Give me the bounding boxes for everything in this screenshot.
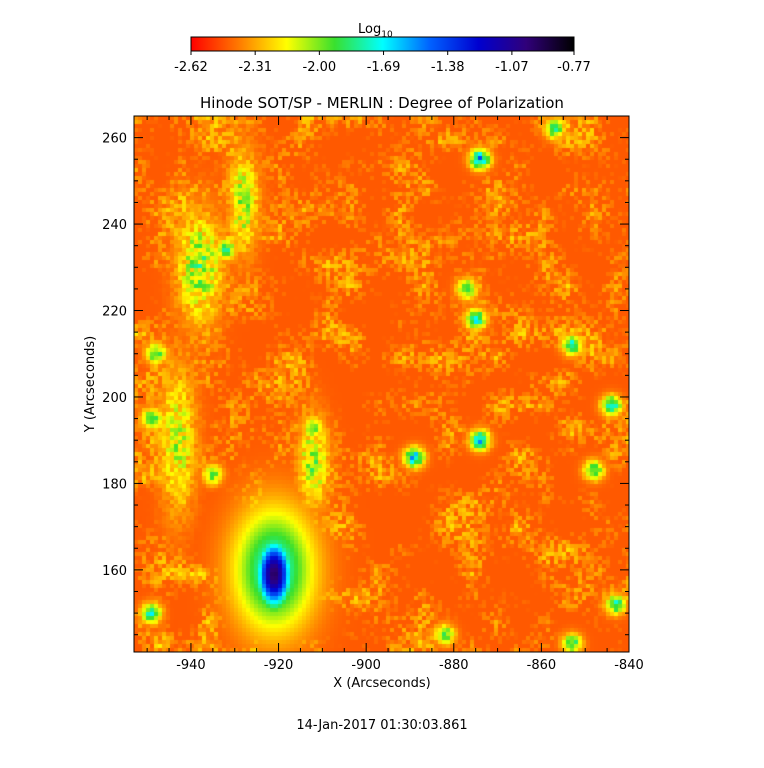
x-tick-label: -900 [351, 658, 381, 673]
x-tick-label: -940 [176, 658, 206, 673]
x-axis-label: X (Arcseconds) [333, 676, 430, 691]
x-tick-label: -840 [614, 658, 644, 673]
heatmap-image [134, 116, 629, 652]
colorbar-ticks: -2.62 -2.31 -2.00 -1.69 -1.38 -1.07 -0.77 [174, 51, 591, 75]
colorbar-tick-label: -0.77 [557, 60, 591, 75]
chart-title: Hinode SOT/SP - MERLIN : Degree of Polar… [200, 94, 564, 112]
colorbar-tick-label: -2.62 [174, 60, 208, 75]
colorbar-tick-label: -1.07 [495, 60, 529, 75]
x-tick-label: -920 [264, 658, 294, 673]
x-axis: -940 -920 -900 -880 -860 -840 [146, 116, 644, 673]
colorbar-tick-label: -2.31 [238, 60, 272, 75]
colorbar-tick-label: -2.00 [303, 60, 337, 75]
colorbar-tick-label: -1.69 [367, 60, 401, 75]
x-tick-label: -860 [527, 658, 557, 673]
y-tick-label: 200 [102, 391, 127, 406]
y-tick-label: 220 [102, 305, 127, 320]
y-axis: 160 180 200 220 240 260 [102, 115, 629, 636]
y-axis-label: Y (Arcseconds) [83, 336, 98, 433]
colorbar-label: Log10 [358, 22, 393, 40]
y-tick-label: 240 [102, 218, 127, 233]
colorbar: Log10 -2.62 -2.31 -2.00 -1.69 -1.38 -1.07 -0.7… [174, 22, 591, 75]
colorbar-tick-label: -1.38 [431, 60, 465, 75]
colorbar-bar [190, 36, 575, 52]
plot-frame [133, 115, 630, 653]
y-tick-label: 260 [102, 132, 127, 147]
y-tick-label: 180 [102, 477, 127, 492]
x-tick-label: -880 [439, 658, 469, 673]
y-tick-label: 160 [102, 564, 127, 579]
timestamp: 14-Jan-2017 01:30:03.861 [296, 718, 467, 733]
